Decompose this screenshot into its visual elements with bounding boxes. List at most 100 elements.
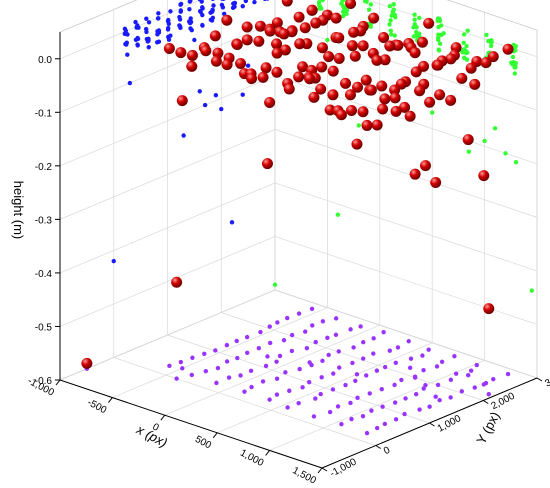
grid-line [113, 357, 376, 446]
yz-projection-point [510, 54, 516, 60]
data-point [261, 158, 273, 170]
xy-projection-point [325, 335, 330, 341]
xy-projection-point [309, 306, 315, 311]
xy-projection-point [349, 416, 354, 422]
xz-projection-point [222, 0, 226, 1]
xz-projection-point [146, 20, 152, 25]
yz-projection-point [462, 55, 467, 60]
xy-projection-point [437, 397, 442, 403]
xz-projection-point [187, 6, 192, 12]
x-tick [317, 467, 323, 474]
xz-projection-point [240, 4, 245, 9]
xz-projection-point [122, 31, 127, 37]
data-point [462, 134, 474, 146]
data-point [379, 93, 391, 105]
xy-projection-point [364, 373, 369, 378]
xy-projection-point [310, 323, 315, 328]
xz-projection-point [186, 19, 192, 24]
data-point [379, 54, 391, 66]
xy-projection-point [167, 363, 172, 369]
xy-projection-point [267, 340, 273, 346]
xy-projection-point [337, 365, 342, 370]
x-tick-label: -500 [85, 397, 108, 416]
data-point [376, 80, 388, 92]
xy-projection-point [421, 386, 426, 391]
xy-projection-point [339, 421, 344, 427]
yz-projection-point [366, 7, 372, 12]
data-point [175, 47, 187, 59]
y-tick-label: 3,000 [543, 368, 550, 390]
grid-line [274, 289, 538, 379]
data-point [221, 59, 233, 71]
yz-projection-point [335, 212, 341, 217]
xy-projection-point [320, 319, 326, 324]
xy-projection-point [190, 355, 195, 360]
xy-projection-point [283, 370, 288, 375]
xz-projection-point [188, 0, 193, 4]
grid-line [59, 0, 202, 60]
xz-projection-point [213, 93, 219, 98]
yz-projection-point [489, 39, 494, 44]
xy-projection-point [343, 382, 348, 388]
data-point [279, 44, 291, 56]
data-point [348, 26, 360, 38]
xz-projection-point [192, 37, 197, 43]
xz-projection-point [166, 34, 171, 40]
xy-projection-point [448, 377, 454, 383]
data-point [171, 276, 183, 288]
data-point [424, 96, 436, 108]
data-point [368, 12, 380, 24]
grid-line [59, 289, 276, 381]
xy-projection-point [202, 351, 207, 357]
yz-projection-point [340, 13, 346, 19]
xy-projection-point [238, 373, 243, 378]
data-point [360, 74, 372, 86]
yz-projection-point [461, 40, 466, 45]
data-point [264, 97, 276, 109]
xy-projection-point [448, 395, 453, 400]
data-point [345, 0, 357, 9]
yz-projection-point [441, 31, 446, 36]
xy-projection-point [215, 365, 221, 371]
xz-projection-point [263, 0, 267, 1]
xz-projection-point [221, 11, 227, 17]
xy-projection-point [274, 359, 279, 364]
data-point [327, 89, 339, 101]
data-point [271, 66, 283, 78]
data-point [410, 66, 422, 78]
yz-projection-point [437, 16, 442, 22]
data-point [246, 73, 258, 85]
data-point [323, 51, 335, 63]
grid-line [59, 21, 276, 113]
xz-projection-point [166, 21, 172, 27]
xz-projection-point [177, 17, 183, 22]
yz-projection-point [466, 149, 472, 154]
data-point [209, 30, 221, 42]
x-tick-label: 1,000 [238, 448, 266, 470]
y-tick [375, 445, 382, 449]
xy-projection-point [263, 363, 269, 369]
yz-projection-point [388, 18, 393, 23]
xz-projection-point [240, 92, 245, 97]
xy-projection-point [313, 339, 318, 345]
xz-projection-point [210, 0, 215, 1]
z-tick-label: -0.6 [35, 376, 53, 387]
xy-projection-point [381, 329, 386, 335]
data-point [404, 110, 416, 122]
xy-projection-point [333, 316, 339, 321]
xz-projection-point [124, 42, 129, 47]
xy-projection-point [369, 408, 374, 413]
xz-projection-point [168, 9, 173, 14]
yz-projection-point [387, 22, 392, 27]
xz-projection-point [197, 89, 202, 94]
yz-projection-point [482, 138, 487, 144]
data-point [330, 12, 342, 24]
xy-projection-point [178, 359, 184, 365]
x-tick [108, 397, 113, 403]
data-point [210, 55, 222, 67]
xy-projection-point [453, 371, 459, 376]
xz-projection-point [219, 2, 225, 8]
xy-projection-point [296, 400, 301, 406]
z-tick-label: -0.5 [35, 322, 53, 333]
